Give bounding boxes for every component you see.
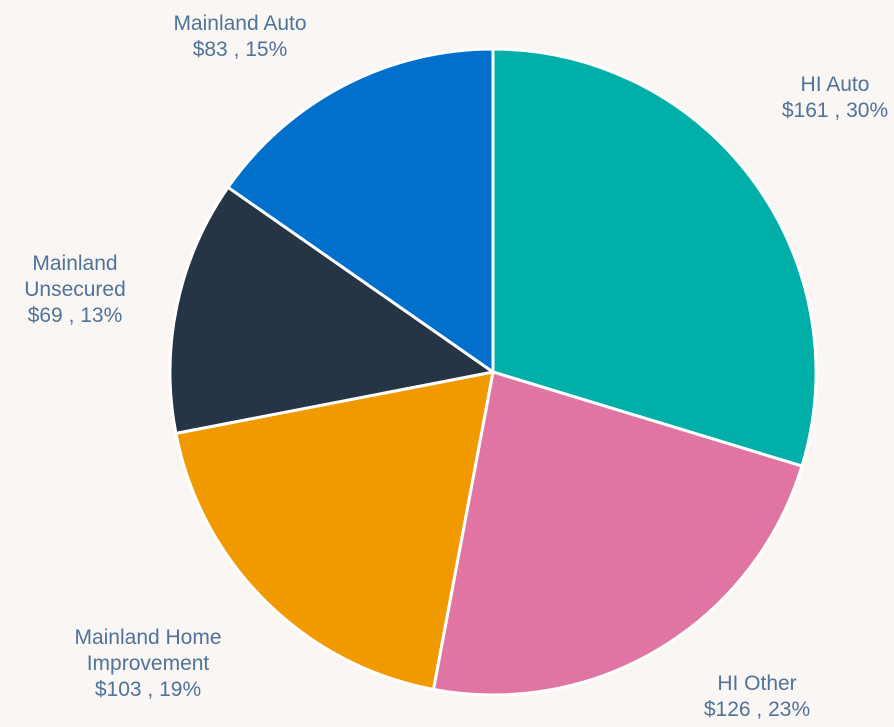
category-label: Mainland Home Improvement	[74, 626, 222, 675]
value-label: $103 , 19%	[94, 678, 202, 701]
category-label: HI Other	[717, 672, 797, 695]
pie-slice	[174, 370, 495, 691]
value-label: $161 , 30%	[781, 99, 889, 122]
pie-slice	[431, 370, 804, 697]
pie-slice	[226, 47, 495, 374]
value-label: $69 , 13%	[27, 304, 123, 327]
slice-label: Mainland Home Improvement $103 , 19%	[43, 625, 253, 703]
value-label: $83 , 15%	[192, 38, 288, 61]
category-label: Mainland Unsecured	[24, 252, 126, 301]
slice-label: Mainland Auto $83 , 15%	[140, 11, 340, 63]
slice-label: HI Auto $161 , 30%	[745, 72, 894, 124]
value-label: $126 , 23%	[703, 698, 811, 721]
pie-slice	[168, 185, 495, 435]
slice-label: HI Other $126 , 23%	[667, 671, 847, 723]
pie-slice	[491, 47, 818, 468]
category-label: HI Auto	[800, 73, 870, 96]
category-label: Mainland Auto	[173, 12, 307, 35]
slice-label: Mainland Unsecured $69 , 13%	[5, 251, 145, 329]
